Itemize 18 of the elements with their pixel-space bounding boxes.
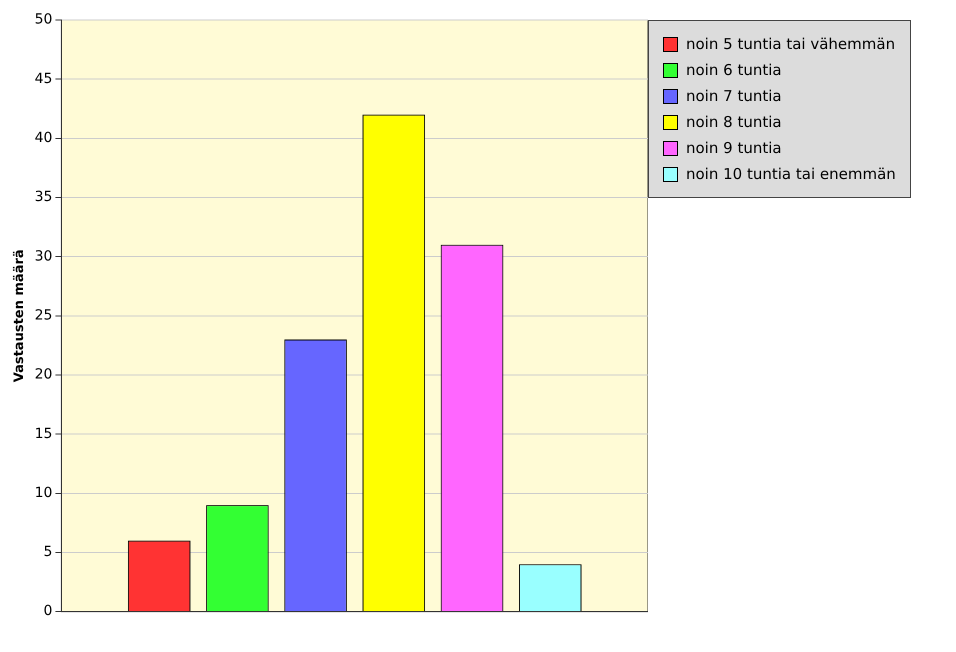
y-tick-label: 35	[34, 189, 52, 206]
legend-label: noin 9 tuntia	[686, 138, 782, 159]
legend-label: noin 5 tuntia tai vähemmän	[686, 34, 896, 55]
legend-label: noin 6 tuntia	[686, 60, 782, 81]
y-tick-label: 20	[34, 366, 52, 383]
legend-label: noin 10 tuntia tai enemmän	[686, 164, 896, 185]
y-tick-label: 5	[43, 544, 52, 560]
y-tick-label: 40	[34, 130, 52, 146]
y-tick-label: 50	[34, 12, 52, 28]
y-tick-label: 15	[34, 426, 52, 442]
y-tick-label: 45	[34, 70, 52, 87]
y-axis-title: Vastausten määrä	[12, 249, 28, 382]
y-tick-label: 25	[34, 307, 52, 324]
y-tick-label: 10	[34, 484, 52, 501]
y-tick-label: 30	[34, 248, 52, 264]
y-tick-label: 0	[43, 603, 52, 620]
legend-label: noin 7 tuntia	[686, 86, 782, 107]
legend-label: noin 8 tuntia	[686, 112, 782, 133]
